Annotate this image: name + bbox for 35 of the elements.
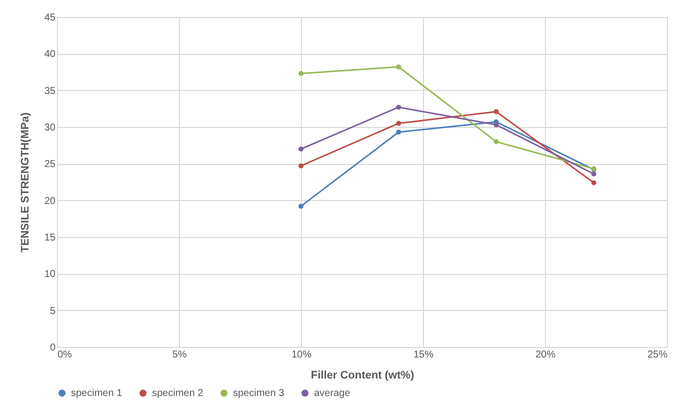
legend-label: specimen 1 [71, 388, 123, 400]
y-tick-label: 20 [44, 196, 56, 207]
point [396, 120, 402, 126]
point [396, 130, 402, 135]
point [396, 104, 402, 110]
point [298, 146, 304, 152]
y-tick-label: 35 [44, 86, 56, 97]
x-tick-label: 0% [58, 350, 72, 360]
point [298, 163, 304, 168]
x-tick-label: 5% [172, 350, 187, 360]
point [298, 204, 304, 209]
point [591, 171, 596, 176]
x-tick-label: 25% [647, 350, 668, 360]
legend-label: specimen 2 [152, 388, 204, 400]
y-axis-title: TENSILE STRENGTH(MPa) [19, 112, 32, 252]
point [396, 64, 402, 70]
y-tick-label: 0 [50, 342, 56, 354]
y-tick-label: 30 [44, 122, 56, 134]
y-tick-label: 45 [44, 12, 56, 24]
x-tick-label: 15% [413, 350, 434, 360]
point [591, 180, 596, 186]
x-tick-label: 10% [291, 350, 312, 360]
x-axis-title: Filler Content (wt%) [310, 370, 414, 382]
legend-label: average [314, 388, 351, 400]
legend-label: specimen 3 [233, 388, 285, 400]
x-tick-label: 20% [535, 350, 556, 360]
point [494, 109, 499, 114]
y-tick-label: 10 [44, 269, 56, 280]
y-tick-label: 40 [44, 49, 56, 60]
y-tick-label: 25 [44, 159, 56, 170]
point [494, 122, 499, 128]
point [298, 70, 304, 76]
point [494, 139, 499, 144]
y-tick-label: 5 [50, 306, 56, 317]
y-tick-label: 15 [44, 232, 56, 244]
